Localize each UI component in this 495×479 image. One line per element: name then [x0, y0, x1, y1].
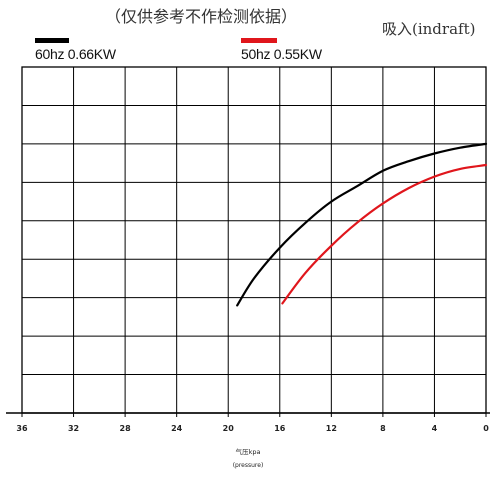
mode-label: 吸入(indraft)	[382, 20, 475, 38]
x-axis-sublabel: (pressure)	[233, 462, 264, 469]
x-tick-label: 28	[120, 424, 132, 433]
legend-label-50hz: 50hz 0.55KW	[241, 46, 323, 62]
series-line-60hz	[236, 142, 488, 307]
x-tick-label: 24	[171, 424, 183, 433]
x-tick-label: 12	[326, 424, 337, 433]
series-lines	[236, 142, 488, 307]
x-axis-label: 气压kpa	[236, 447, 261, 456]
x-tick-label: 32	[68, 424, 79, 433]
x-tick-labels: 36 32 28 24 20 16 12 8 4 0	[16, 413, 489, 433]
x-tick-label: 8	[380, 424, 386, 433]
legend-label-60hz: 60hz 0.66KW	[35, 46, 117, 62]
x-tick-label: 20	[223, 424, 235, 433]
x-tick-label: 0	[483, 424, 489, 433]
x-tick-label: 36	[16, 424, 28, 433]
note-text: （仅供参考不作检测依据）	[105, 7, 297, 26]
x-tick-label: 4	[432, 424, 438, 433]
grid	[6, 66, 490, 414]
plot-frame	[21, 66, 487, 414]
legend-swatch-50hz	[241, 38, 277, 43]
legend-swatch-60hz	[35, 38, 69, 43]
series-line-50hz	[281, 163, 488, 305]
x-tick-label: 16	[274, 424, 286, 433]
